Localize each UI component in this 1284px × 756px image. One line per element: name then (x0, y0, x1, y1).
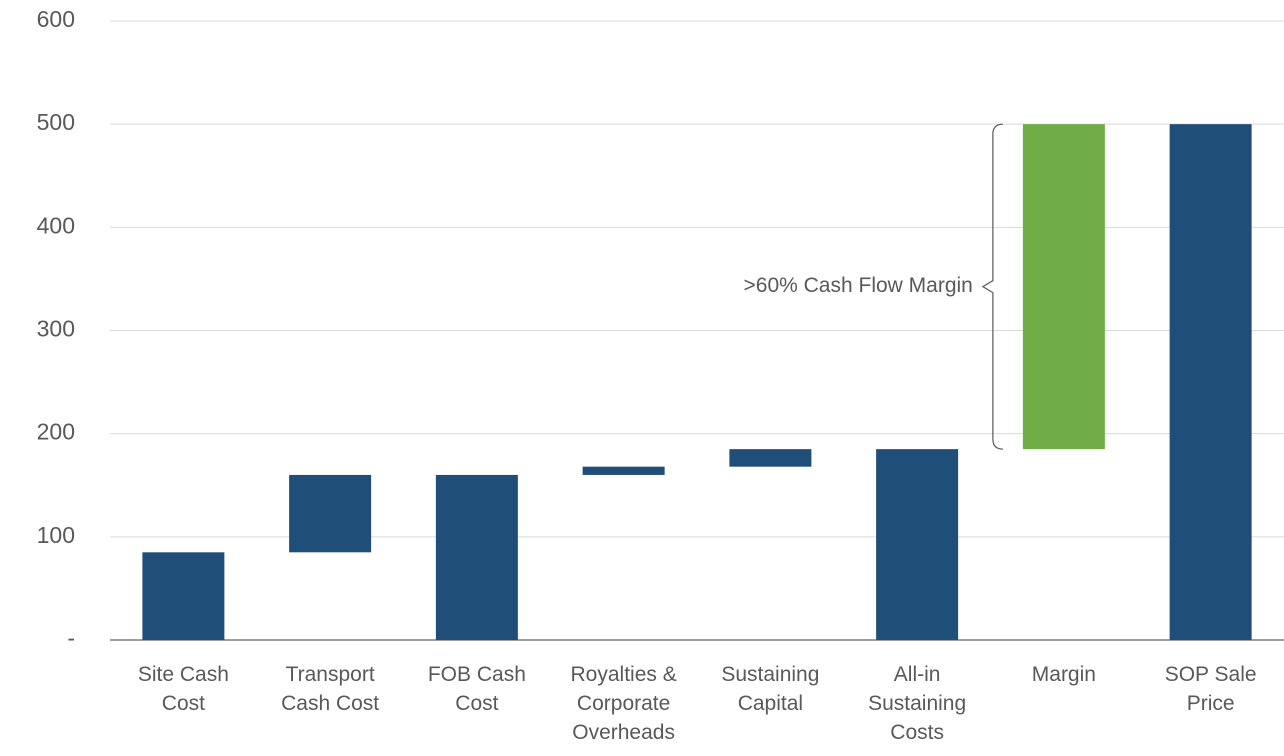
x-tick-label: Site Cash Cost (137, 663, 229, 715)
x-tick-label: Royalties & Corporate Overheads (570, 663, 677, 744)
x-tick-label: SOP Sale Price (1164, 663, 1257, 715)
bar (582, 466, 665, 475)
y-tick-label: 400 (37, 212, 75, 238)
y-tick-label: 300 (37, 316, 75, 342)
x-tick-label: All-in Sustaining Costs (868, 663, 967, 744)
y-tick-label: 600 (37, 6, 75, 32)
y-tick-label: 100 (37, 522, 75, 548)
bar (1022, 124, 1105, 450)
bracket (981, 123, 1003, 450)
y-tick-label: 500 (37, 109, 75, 135)
bar (289, 474, 372, 553)
bar (1169, 124, 1252, 640)
y-tick-label: - (67, 625, 75, 651)
x-tick-label: Sustaining Capital (721, 663, 820, 715)
x-tick-label: Margin (1031, 663, 1096, 686)
x-tick-label: FOB Cash Cost (427, 663, 526, 715)
bar (142, 552, 225, 640)
annotation: >60% Cash Flow Margin (744, 274, 973, 297)
bar (729, 449, 812, 467)
bar (435, 474, 518, 640)
bar (876, 449, 959, 640)
y-tick-label: 200 (37, 419, 75, 445)
x-tick-label: Transport Cash Cost (281, 663, 380, 715)
